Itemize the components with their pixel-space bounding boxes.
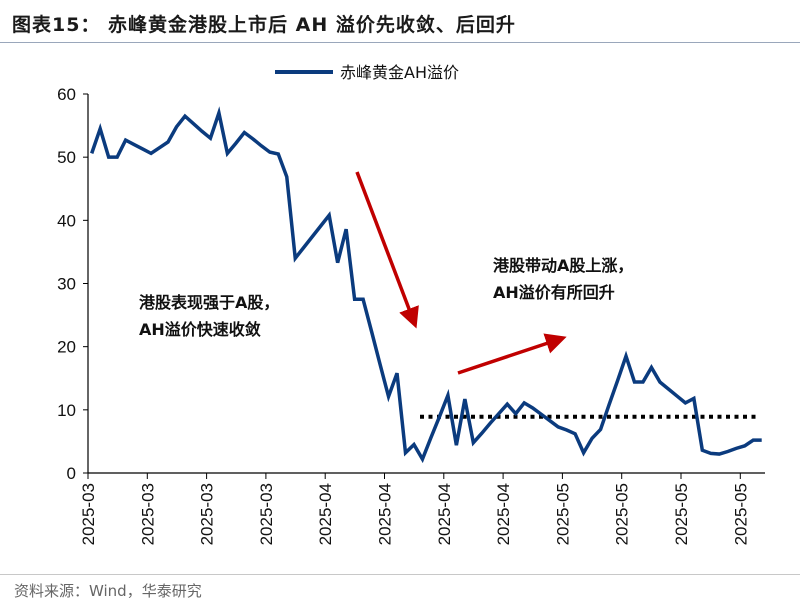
x-tick-label: 2025-04 <box>494 483 513 545</box>
y-tick-label: 10 <box>57 401 76 420</box>
y-tick-label: 60 <box>57 85 76 104</box>
annotation-text: AH溢价有所回升 <box>493 283 615 302</box>
x-tick-label: 2025-05 <box>613 483 632 545</box>
x-tick-label: 2025-04 <box>376 483 395 545</box>
y-tick-label: 30 <box>57 275 76 294</box>
x-tick-label: 2025-03 <box>79 483 98 545</box>
down-arrow <box>355 171 419 329</box>
chart-title: 图表15： 赤峰黄金港股上市后 AH 溢价先收敛、后回升 <box>12 14 516 36</box>
y-tick-label: 40 <box>57 211 76 230</box>
source-note: 资料来源：Wind，华泰研究 <box>14 582 202 600</box>
x-tick-label: 2025-04 <box>316 483 335 545</box>
x-tick-label: 2025-03 <box>257 483 276 545</box>
y-tick-label: 50 <box>57 148 76 167</box>
annotation-text: 港股表现强于A股， <box>139 293 279 312</box>
x-tick-label: 2025-05 <box>672 483 691 545</box>
x-tick-label: 2025-03 <box>138 483 157 545</box>
y-tick-label: 20 <box>57 338 76 357</box>
x-tick-label: 2025-05 <box>731 483 750 545</box>
y-tick-label: 0 <box>67 464 76 483</box>
footer-divider <box>0 574 800 575</box>
annotation-text: AH溢价快速收敛 <box>139 320 261 339</box>
annotation-text: 港股带动A股上涨， <box>493 256 633 275</box>
x-tick-label: 2025-03 <box>198 483 217 545</box>
up-arrow <box>457 333 567 375</box>
x-tick-label: 2025-05 <box>553 483 572 545</box>
x-tick-label: 2025-04 <box>435 483 454 545</box>
legend: 赤峰黄金AH溢价 <box>275 63 459 82</box>
series-line <box>90 106 762 464</box>
title-divider <box>0 42 800 43</box>
legend-label: 赤峰黄金AH溢价 <box>340 63 459 82</box>
